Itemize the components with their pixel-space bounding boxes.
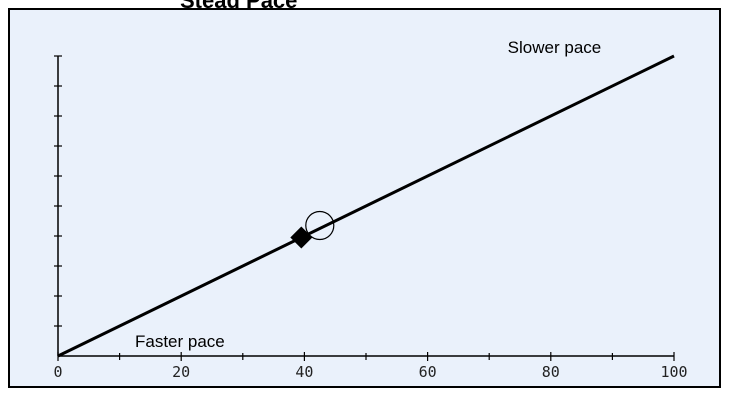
chart-annotation: Slower pace xyxy=(508,38,602,57)
target-pace-marker xyxy=(305,210,335,241)
chart-annotation: Faster pace xyxy=(135,332,225,351)
x-tick-label: 20 xyxy=(172,363,190,381)
x-tick-label: 80 xyxy=(542,363,560,381)
plot-background xyxy=(10,10,719,386)
x-tick-label: 0 xyxy=(53,363,62,381)
pace-line xyxy=(57,54,675,358)
x-tick-label: 100 xyxy=(660,363,687,381)
x-tick-label: 60 xyxy=(419,363,437,381)
chart-panel: 0 20 40 60 80 100 Slower pace Faster pace xyxy=(8,8,721,388)
x-tick-label: 40 xyxy=(295,363,313,381)
pace-line-chart: 0 20 40 60 80 100 Slower pace Faster pace xyxy=(10,10,719,386)
